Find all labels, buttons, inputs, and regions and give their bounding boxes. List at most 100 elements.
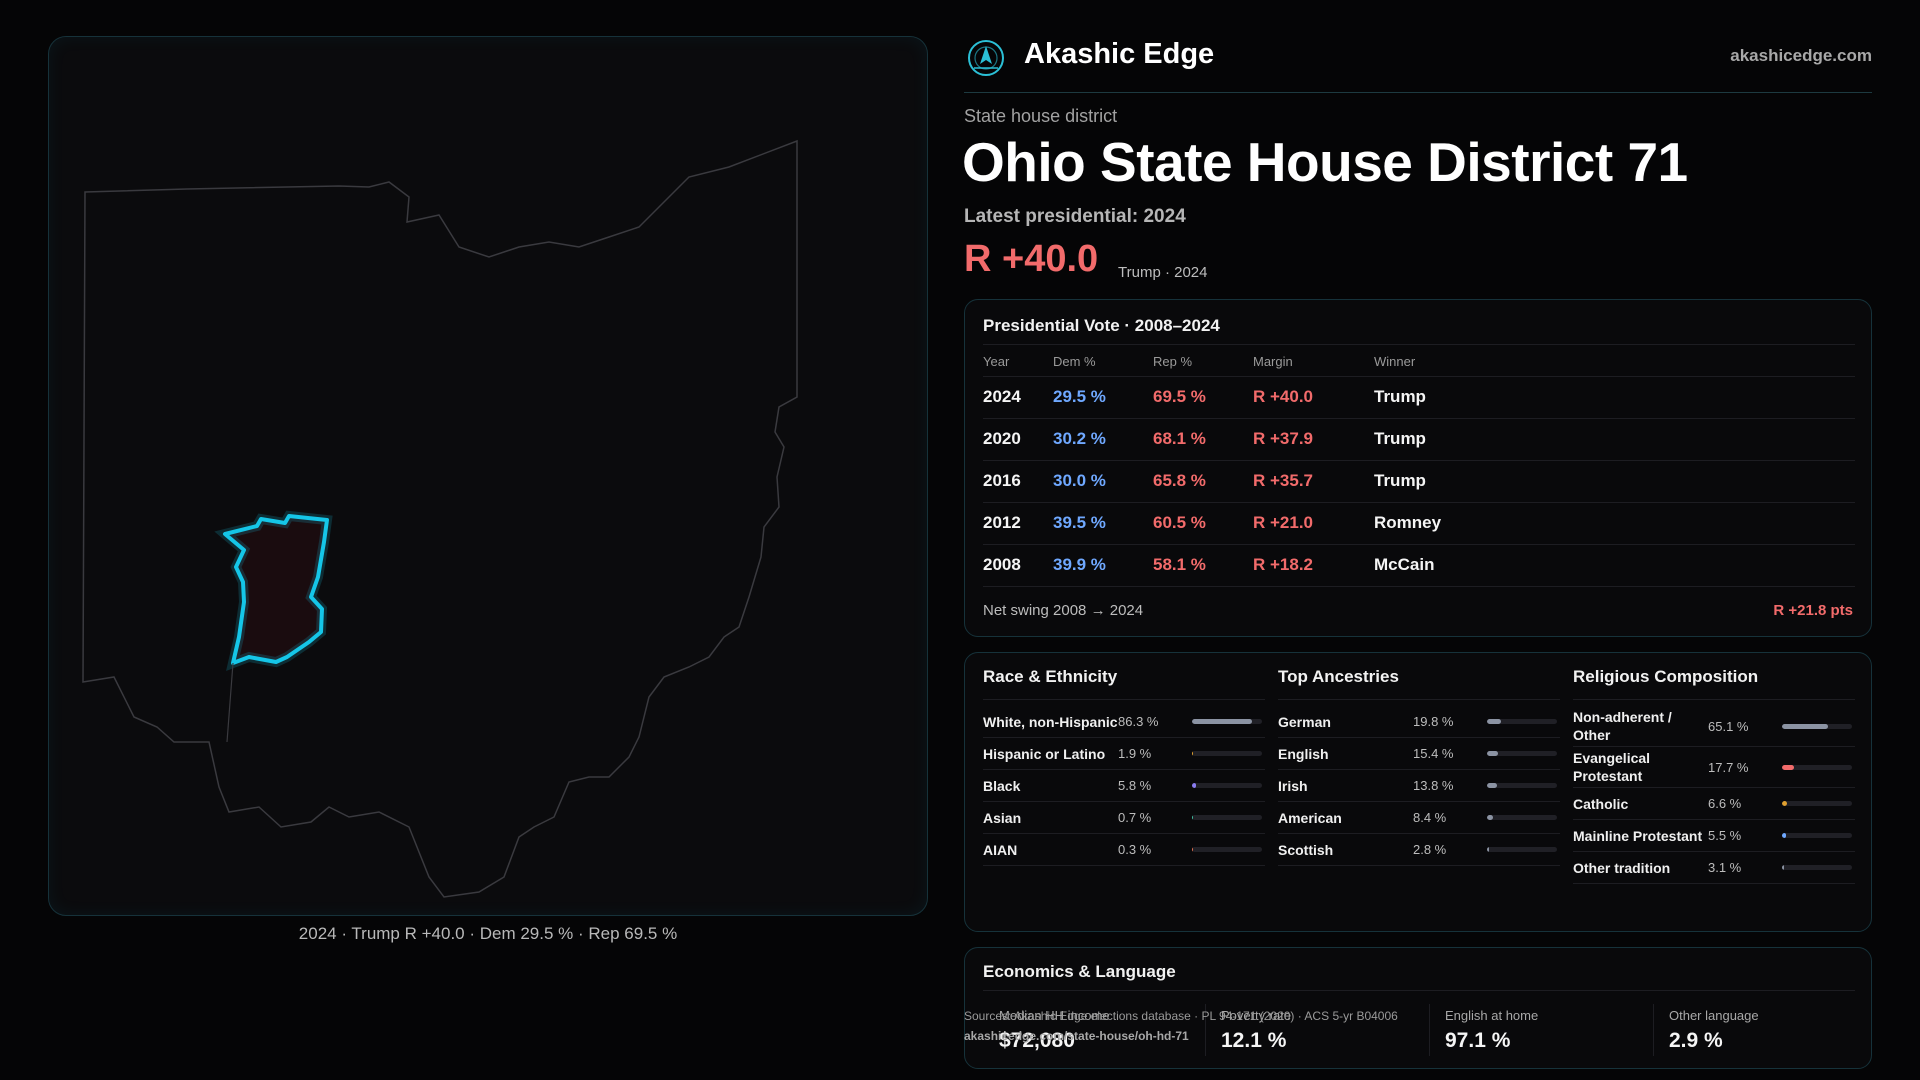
religious-composition-section: Religious Composition Non-adherent / Oth… [1573, 667, 1855, 884]
cell-winner: Trump [1374, 460, 1855, 503]
cell-dem: 29.5 % [1053, 376, 1153, 419]
cell-year: 2012 [983, 502, 1053, 545]
cell-year: 2008 [983, 544, 1053, 587]
share-bar [1782, 801, 1852, 806]
row-label: American [1278, 809, 1342, 826]
map-caption: 2024 · Trump R +40.0 · Dem 29.5 % · Rep … [298, 924, 678, 943]
share-bar-fill [1192, 815, 1194, 820]
share-bar [1487, 847, 1557, 852]
race-ethnicity-title: Race & Ethnicity [983, 667, 1118, 686]
district-map[interactable] [48, 36, 928, 916]
share-bar-fill [1487, 719, 1501, 724]
religion-row: Catholic 6.6 % [1573, 788, 1855, 820]
ancestry-row: Scottish 2.8 % [1278, 834, 1560, 866]
cell-margin: R +21.0 [1253, 502, 1374, 545]
ancestry-row: American 8.4 % [1278, 802, 1560, 834]
row-label: Black [983, 777, 1021, 794]
row-label: English [1278, 745, 1329, 762]
share-bar [1192, 815, 1262, 820]
cell-year: 2016 [983, 460, 1053, 503]
latest-margin-sub: Trump · 2024 [1118, 264, 1208, 281]
cell-margin: R +37.9 [1253, 418, 1374, 461]
brand-name: Akashic Edge [1024, 38, 1215, 70]
share-bar [1782, 723, 1852, 729]
row-label: Other tradition [1573, 859, 1671, 876]
share-bar-fill [1782, 833, 1786, 838]
stat-divider [1205, 1004, 1206, 1056]
net-swing-value: R +21.8 pts [1773, 602, 1853, 619]
race-ethnicity-section: Race & Ethnicity White, non-Hispanic 86.3… [983, 667, 1265, 866]
sources-url-link[interactable]: akashicedge.com/state-house/oh-hd-71 [964, 1029, 1189, 1043]
presidential-vote-table: Year Dem % Rep % Margin Winner 2024 29.5… [983, 348, 1855, 587]
col-margin: Margin [1253, 348, 1374, 377]
col-year: Year [983, 348, 1053, 377]
share-bar-fill [1192, 847, 1194, 852]
top-ancestries-section: Top Ancestries German 19.8 % English 15.4 %… [1278, 667, 1560, 866]
stat-divider [1653, 1004, 1654, 1056]
share-bar [1192, 719, 1262, 724]
col-winner: Winner [1374, 348, 1855, 377]
share-bar [1487, 751, 1557, 756]
akashic-edge-logo-icon [968, 40, 1004, 76]
row-label: Asian [983, 809, 1022, 826]
page-title: Ohio State House District 71 [962, 131, 1688, 193]
district-71-highlight[interactable] [223, 514, 329, 665]
row-value: 0.7 % [1118, 810, 1152, 825]
share-bar-fill [1192, 783, 1197, 788]
economics-language-card: Economics & Language Median HH income $7… [964, 947, 1872, 1069]
cell-margin: R +18.2 [1253, 544, 1374, 587]
table-row: 2012 39.5 % 60.5 % R +21.0 Romney [983, 502, 1855, 545]
cell-winner: Romney [1374, 502, 1855, 545]
ohio-map-svg [82, 139, 798, 898]
economics-language-title: Economics & Language [983, 962, 1176, 981]
table-row: 2024 29.5 % 69.5 % R +40.0 Trump [983, 376, 1855, 419]
share-bar-fill [1782, 764, 1795, 770]
ancestry-row: Irish 13.8 % [1278, 770, 1560, 802]
stat-other-language: Other language 2.9 % [1669, 1008, 1759, 1053]
row-label: Non-adherent / Other [1573, 709, 1672, 743]
race-row: White, non-Hispanic 86.3 % [983, 706, 1265, 738]
section-divider [1278, 699, 1560, 700]
share-bar [1487, 719, 1557, 724]
share-bar-fill [1487, 815, 1493, 820]
share-bar-fill [1192, 751, 1194, 756]
share-bar-fill [1782, 865, 1785, 870]
row-value: 6.6 % [1708, 796, 1742, 811]
share-bar [1192, 751, 1262, 756]
share-bar-fill [1487, 783, 1497, 788]
share-bar [1782, 764, 1852, 770]
race-row: Black 5.8 % [983, 770, 1265, 802]
sources-text: Sources: Akashic Edge elections database… [964, 1009, 1398, 1023]
cell-rep: 60.5 % [1153, 502, 1253, 545]
race-row: Hispanic or Latino 1.9 % [983, 738, 1265, 770]
presidential-vote-title: Presidential Vote · 2008–2024 [983, 316, 1220, 335]
stat-value: 2.9 % [1669, 1029, 1723, 1052]
stat-label: Other language [1669, 1008, 1759, 1023]
share-bar-fill [1782, 723, 1828, 729]
card-divider [983, 990, 1855, 991]
card-divider [983, 344, 1855, 345]
religion-row: Non-adherent / Other 65.1 % [1573, 706, 1855, 747]
cell-year: 2020 [983, 418, 1053, 461]
table-header-row: Year Dem % Rep % Margin Winner [983, 348, 1855, 377]
cell-rep: 69.5 % [1153, 376, 1253, 419]
religion-row: Evangelical Protestant 17.7 % [1573, 747, 1855, 788]
brand-url-link[interactable]: akashicedge.com [1730, 46, 1872, 65]
row-value: 15.4 % [1413, 746, 1454, 761]
row-value: 5.8 % [1118, 778, 1152, 793]
share-bar [1782, 865, 1852, 870]
row-label: Hispanic or Latino [983, 745, 1106, 762]
share-bar-fill [1192, 719, 1253, 724]
table-row: 2008 39.9 % 58.1 % R +18.2 McCain [983, 544, 1855, 587]
race-row: Asian 0.7 % [983, 802, 1265, 834]
religion-row: Mainline Protestant 5.5 % [1573, 820, 1855, 852]
row-label: AIAN [983, 841, 1018, 858]
share-bar [1192, 783, 1262, 788]
section-divider [983, 699, 1265, 700]
row-value: 1.9 % [1118, 746, 1152, 761]
cell-margin: R +40.0 [1253, 376, 1374, 419]
stat-value: $72,080 [999, 1029, 1075, 1052]
section-divider [1573, 699, 1855, 700]
share-bar-fill [1487, 751, 1498, 756]
share-bar [1487, 815, 1557, 820]
